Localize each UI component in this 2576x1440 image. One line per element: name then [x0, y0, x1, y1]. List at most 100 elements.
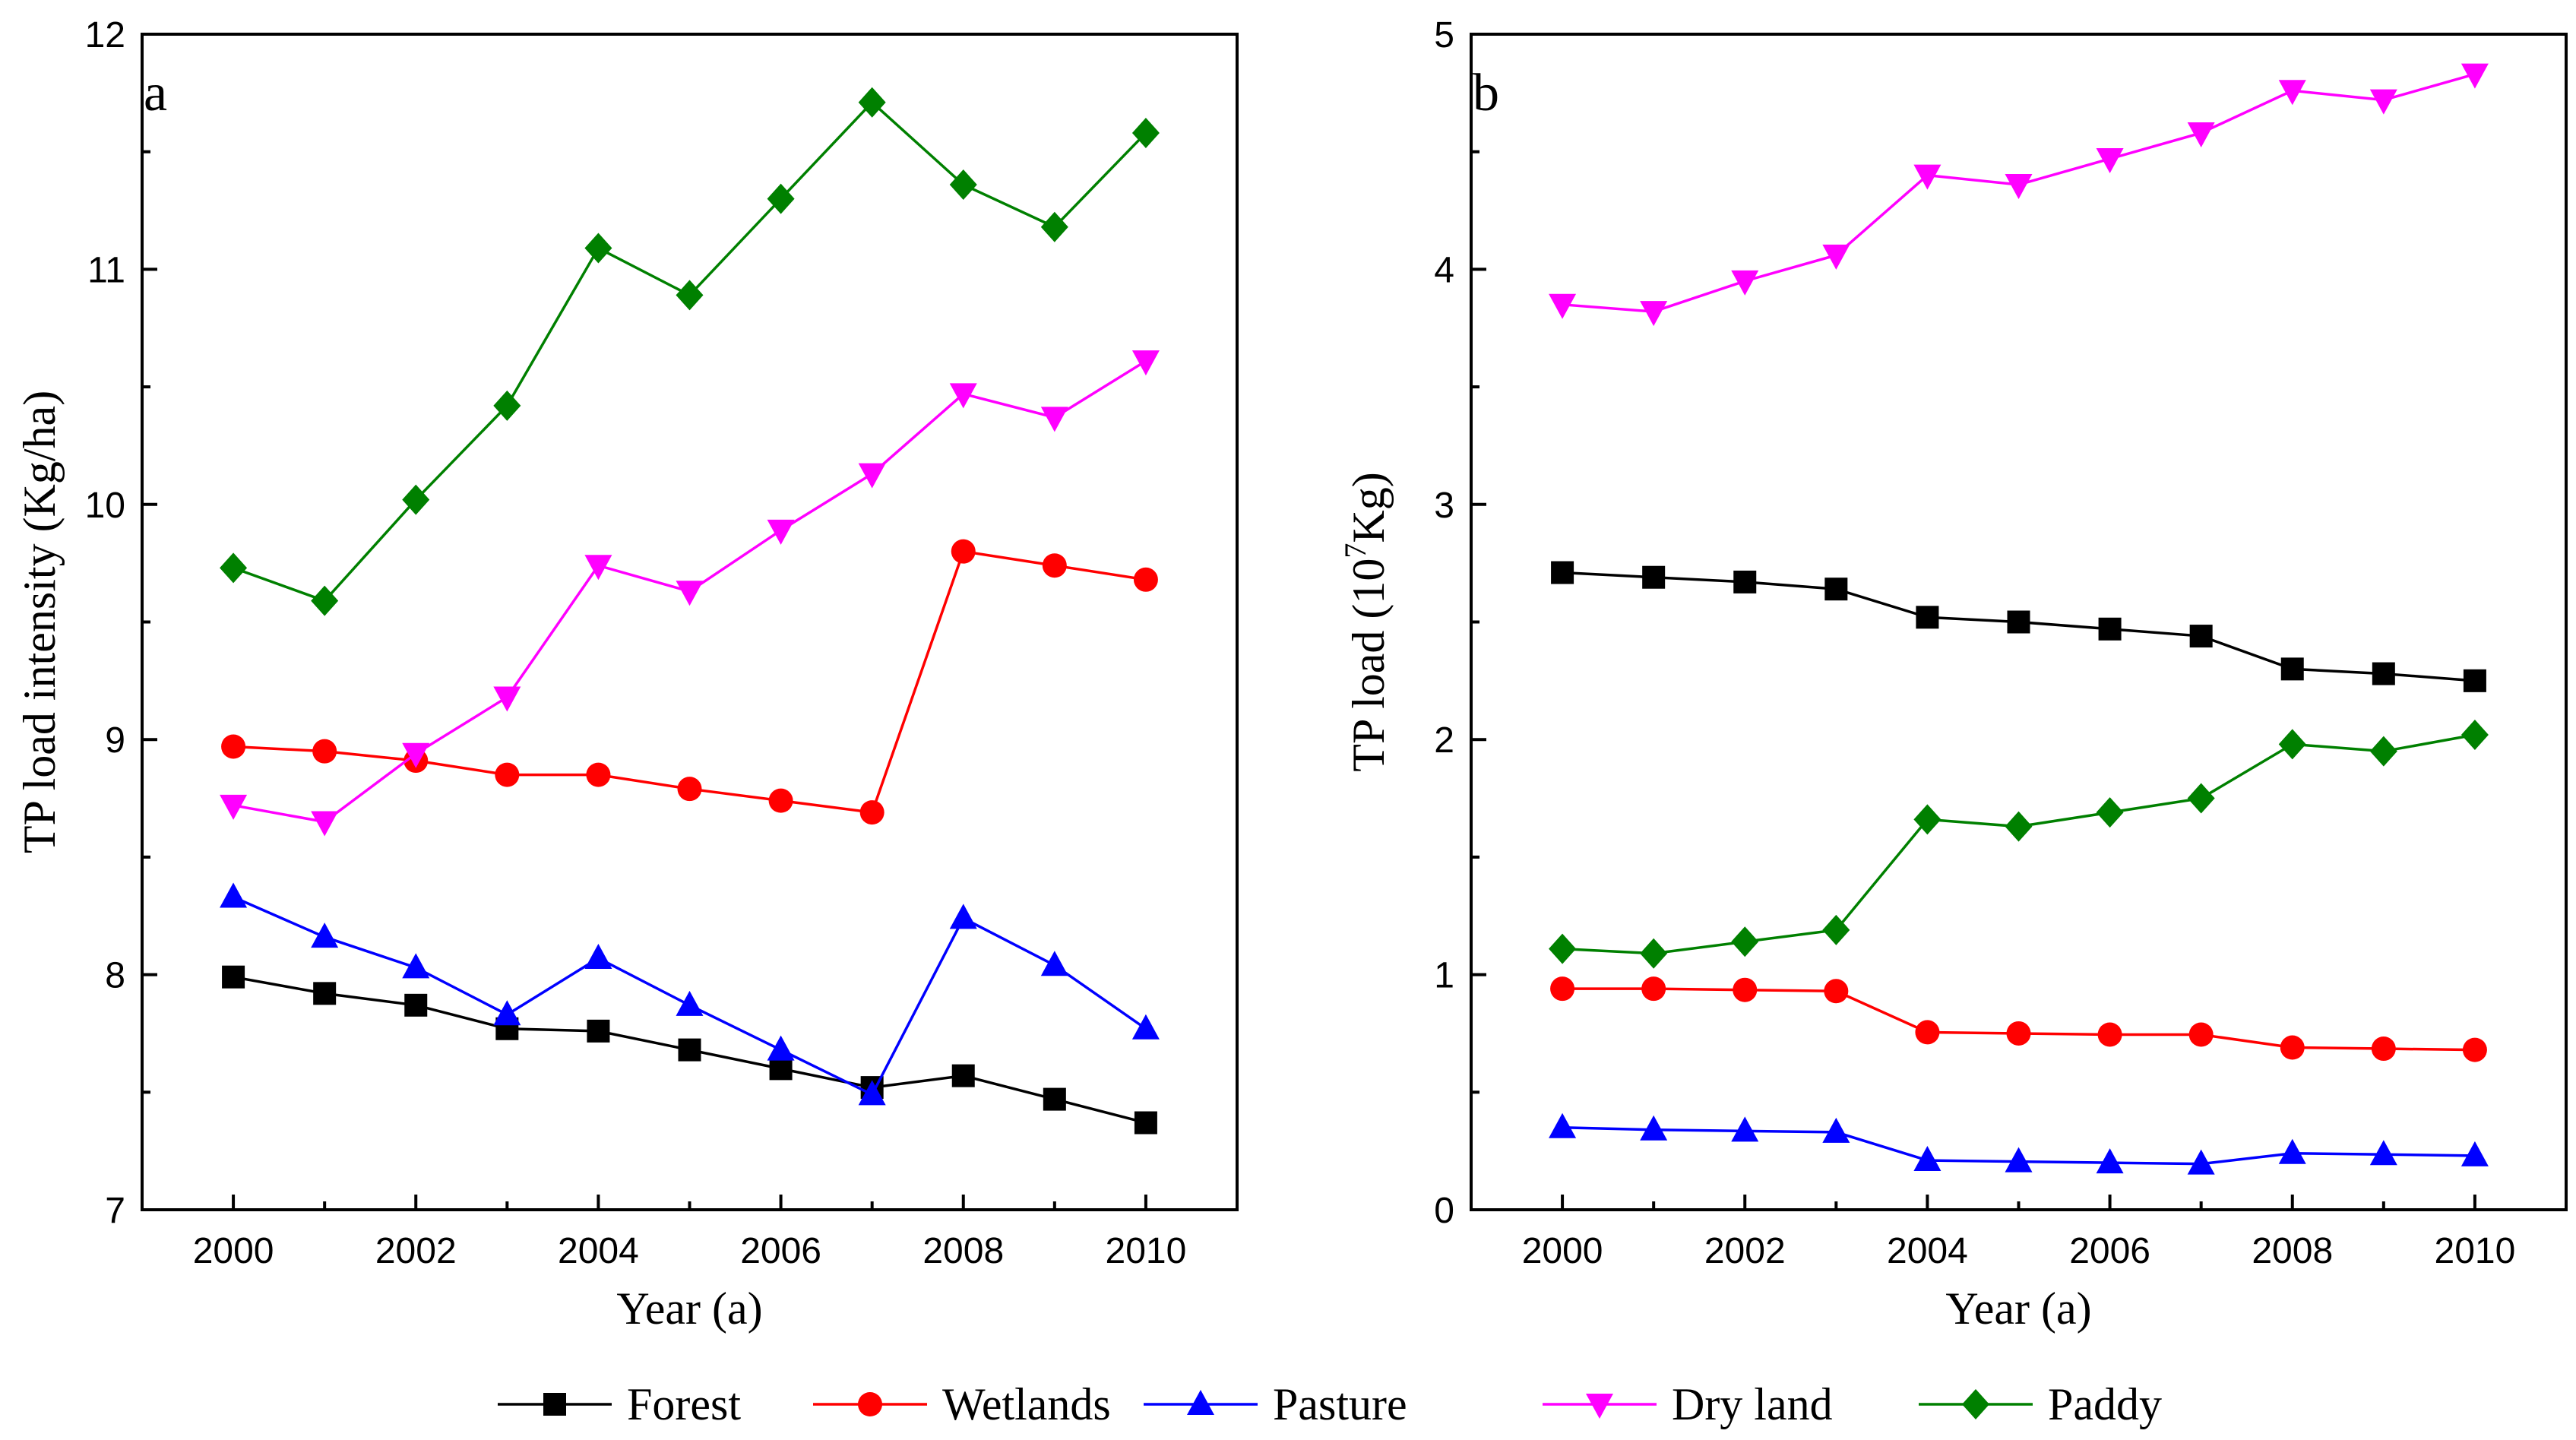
x-tick-label: 2004: [1887, 1231, 1968, 1271]
y-tick-label: 7: [105, 1191, 125, 1231]
data-point-pasture: [949, 904, 977, 929]
data-point-paddy: [2460, 720, 2489, 751]
data-point-paddy: [858, 87, 886, 118]
data-point-paddy: [1731, 926, 1759, 957]
y-tick-label: 1: [1434, 956, 1454, 996]
y-tick-label: 3: [1434, 486, 1454, 526]
data-point-wetlands: [2006, 1021, 2031, 1046]
data-point-pasture: [676, 990, 704, 1016]
data-point-forest: [2280, 657, 2304, 681]
data-point-dry-land: [1913, 164, 1941, 190]
legend-marker-icon: [543, 1393, 566, 1416]
data-point-paddy: [311, 585, 339, 616]
data-point-dry-land: [949, 383, 977, 409]
data-point-forest: [2463, 669, 2486, 692]
data-point-wetlands: [2371, 1036, 2396, 1062]
data-point-pasture: [2460, 1141, 2489, 1166]
legend-label: Pasture: [1273, 1379, 1407, 1429]
data-point-wetlands: [1042, 553, 1067, 578]
data-point-paddy: [676, 280, 704, 311]
series-line-paddy: [1562, 733, 2476, 955]
data-point-dry-land: [1040, 407, 1068, 432]
data-point-pasture: [220, 882, 248, 908]
legend-marker-icon: [858, 1392, 882, 1416]
y-axis-label: TP load intensity (Kg/ha): [14, 391, 65, 853]
data-point-forest: [2372, 662, 2395, 685]
data-point-dry-land: [767, 519, 795, 545]
data-point-forest: [1916, 606, 1939, 629]
y-tick-label: 8: [105, 956, 125, 996]
x-axis-label: Year (a): [1945, 1283, 2091, 1334]
y-tick-label: 2: [1434, 720, 1454, 761]
x-tick-label: 2004: [558, 1231, 639, 1271]
data-point-dry-land: [2005, 174, 2033, 200]
data-point-dry-land: [2369, 89, 2397, 115]
data-point-paddy: [1549, 933, 1577, 964]
data-point-pasture: [493, 1000, 521, 1026]
data-point-dry-land: [584, 555, 612, 581]
data-point-dry-land: [493, 686, 521, 712]
data-point-forest: [1733, 570, 1757, 593]
y-tick-label: 12: [85, 15, 125, 55]
data-point-forest: [1134, 1111, 1157, 1135]
data-point-forest: [2098, 617, 2122, 641]
data-point-pasture: [2096, 1148, 2124, 1174]
data-point-dry-land: [1731, 270, 1759, 296]
data-point-dry-land: [311, 811, 339, 837]
data-point-wetlands: [221, 734, 246, 759]
data-point-wetlands: [2280, 1035, 2305, 1060]
data-point-dry-land: [2460, 63, 2489, 89]
x-tick-label: 2010: [2435, 1231, 2516, 1271]
data-point-dry-land: [858, 463, 886, 489]
data-point-forest: [1642, 565, 1666, 589]
data-point-forest: [1824, 578, 1848, 601]
data-point-wetlands: [312, 739, 337, 764]
data-point-wetlands: [951, 539, 976, 564]
data-point-pasture: [1040, 951, 1068, 976]
panel-letter: b: [1473, 64, 1499, 122]
data-point-forest: [2189, 625, 2213, 648]
legend-label: Paddy: [2048, 1379, 2162, 1429]
x-tick-label: 2002: [1704, 1231, 1786, 1271]
data-point-dry-land: [676, 581, 704, 606]
data-point-pasture: [1731, 1116, 1759, 1142]
data-point-dry-land: [2278, 80, 2306, 106]
data-point-pasture: [858, 1080, 886, 1106]
data-point-wetlands: [768, 788, 793, 813]
data-point-paddy: [1913, 804, 1941, 835]
x-tick-label: 2000: [193, 1231, 274, 1271]
y-tick-label: 10: [85, 486, 125, 526]
data-point-paddy: [1131, 117, 1160, 148]
y-tick-label: 11: [87, 250, 125, 290]
data-point-paddy: [220, 552, 248, 584]
panel-b: 2000 2002 2004 2006 2008 2010 0 1 2 3 4 5 Year (a) TP…: [1338, 15, 2568, 1334]
data-point-forest: [951, 1064, 975, 1087]
data-point-paddy: [949, 169, 977, 201]
data-point-forest: [222, 965, 245, 989]
data-point-wetlands: [2188, 1022, 2214, 1047]
data-point-wetlands: [2097, 1022, 2122, 1047]
x-axis-label: Year (a): [616, 1283, 762, 1334]
data-point-paddy: [767, 183, 795, 214]
legend-label: Forest: [627, 1379, 741, 1429]
data-point-pasture: [2187, 1149, 2215, 1175]
legend-label: Wetlands: [942, 1379, 1111, 1429]
legend-marker-icon: [1586, 1394, 1613, 1419]
data-point-paddy: [493, 390, 521, 421]
data-point-pasture: [402, 953, 430, 979]
data-point-paddy: [402, 484, 430, 515]
series-line-paddy: [233, 100, 1147, 603]
data-point-paddy: [2096, 797, 2124, 828]
data-point-paddy: [1040, 211, 1068, 242]
x-tick-label: 2008: [2252, 1231, 2333, 1271]
data-point-wetlands: [1733, 977, 1758, 1002]
data-point-wetlands: [1550, 976, 1575, 1002]
data-point-paddy: [584, 233, 612, 264]
panel-a: 2000 2002 2004 2006 2008 2010 7 8 9 10 11 12 Year (a…: [14, 15, 1239, 1334]
y-tick-label: 5: [1434, 15, 1454, 55]
data-point-dry-land: [402, 742, 430, 768]
data-point-pasture: [1822, 1117, 1850, 1143]
data-point-forest: [1551, 561, 1574, 584]
legend-label: Dry land: [1672, 1379, 1833, 1429]
